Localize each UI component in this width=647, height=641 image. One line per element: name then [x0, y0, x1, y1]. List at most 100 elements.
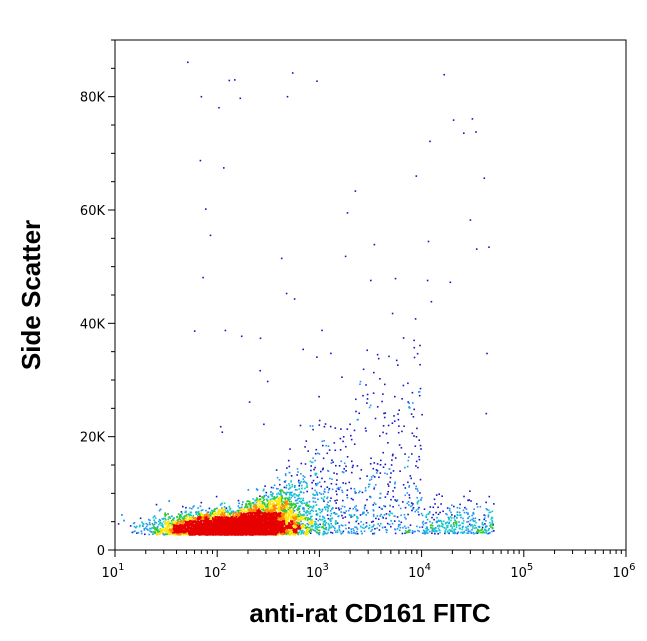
data-point: [470, 524, 472, 527]
data-point: [458, 521, 460, 523]
data-point: [187, 513, 190, 515]
data-point: [297, 521, 300, 524]
data-point: [446, 513, 448, 516]
data-point: [426, 518, 429, 521]
data-point: [408, 402, 410, 405]
data-point: [193, 527, 195, 529]
data-point: [305, 482, 308, 485]
data-point: [453, 532, 456, 535]
data-point: [321, 477, 323, 480]
data-point: [491, 524, 494, 526]
data-point: [274, 524, 276, 526]
data-point: [139, 524, 141, 527]
data-point: [363, 506, 366, 508]
data-point: [189, 519, 192, 521]
data-point: [311, 461, 314, 464]
data-point: [215, 518, 217, 521]
data-point: [289, 506, 292, 509]
data-point: [287, 530, 290, 533]
data-point: [283, 527, 286, 530]
data-point: [251, 512, 254, 514]
data-point: [133, 522, 136, 524]
data-point: [421, 526, 424, 528]
data-point: [404, 494, 407, 497]
data-point: [289, 529, 291, 531]
data-point: [434, 529, 436, 532]
data-point: [401, 430, 403, 433]
data-point: [306, 533, 308, 536]
data-point: [417, 529, 419, 532]
data-point: [346, 212, 349, 214]
data-point: [280, 257, 283, 260]
data-point: [268, 513, 271, 515]
data-point: [302, 475, 305, 477]
data-point: [491, 527, 494, 530]
data-point: [438, 524, 440, 527]
data-point: [293, 298, 296, 300]
data-point: [483, 177, 486, 179]
data-point: [181, 527, 183, 529]
data-point: [455, 521, 458, 523]
data-point: [461, 531, 464, 534]
data-point: [324, 423, 327, 425]
data-point: [416, 488, 419, 490]
data-point: [318, 481, 321, 484]
data-point: [148, 518, 150, 521]
data-point: [298, 531, 301, 533]
data-point: [189, 513, 191, 516]
data-point: [339, 449, 342, 451]
data-point: [404, 466, 406, 469]
data-point: [209, 517, 211, 519]
data-point: [355, 520, 357, 523]
data-point: [329, 527, 331, 529]
data-point: [285, 292, 288, 295]
data-point: [439, 531, 441, 534]
data-point: [271, 507, 274, 510]
data-point: [200, 520, 202, 523]
data-point: [491, 519, 493, 522]
data-point: [362, 523, 365, 526]
data-point: [306, 528, 309, 530]
data-point: [248, 401, 251, 403]
data-point: [280, 495, 283, 497]
data-point: [412, 507, 415, 509]
data-point: [477, 531, 480, 534]
data-point: [327, 491, 330, 494]
data-point: [260, 507, 263, 509]
data-point: [212, 516, 214, 518]
data-point: [302, 348, 304, 351]
data-point: [267, 510, 269, 513]
data-point: [341, 376, 343, 378]
data-point: [271, 497, 274, 500]
data-point: [282, 525, 284, 527]
data-point: [479, 505, 482, 508]
data-point: [191, 522, 194, 525]
data-point: [263, 423, 265, 426]
data-point: [392, 490, 394, 492]
data-point: [473, 532, 475, 535]
data-point: [445, 528, 447, 531]
data-point: [397, 413, 399, 415]
data-point: [283, 509, 285, 512]
data-point: [315, 518, 318, 520]
data-point: [373, 488, 375, 490]
data-point: [286, 95, 289, 98]
data-point: [377, 518, 380, 520]
data-point: [262, 516, 265, 519]
data-point: [329, 519, 331, 522]
data-point: [312, 529, 315, 531]
data-point: [388, 523, 391, 526]
data-point: [431, 527, 433, 529]
data-point: [289, 526, 292, 529]
data-point: [316, 531, 318, 534]
data-point: [148, 522, 151, 524]
data-point: [303, 516, 306, 518]
data-point: [322, 498, 325, 501]
data-point: [205, 519, 207, 521]
data-point: [365, 384, 367, 386]
data-point: [289, 508, 291, 510]
data-point: [283, 486, 286, 489]
data-point: [414, 318, 417, 320]
data-point: [351, 460, 353, 463]
data-point: [317, 452, 319, 455]
